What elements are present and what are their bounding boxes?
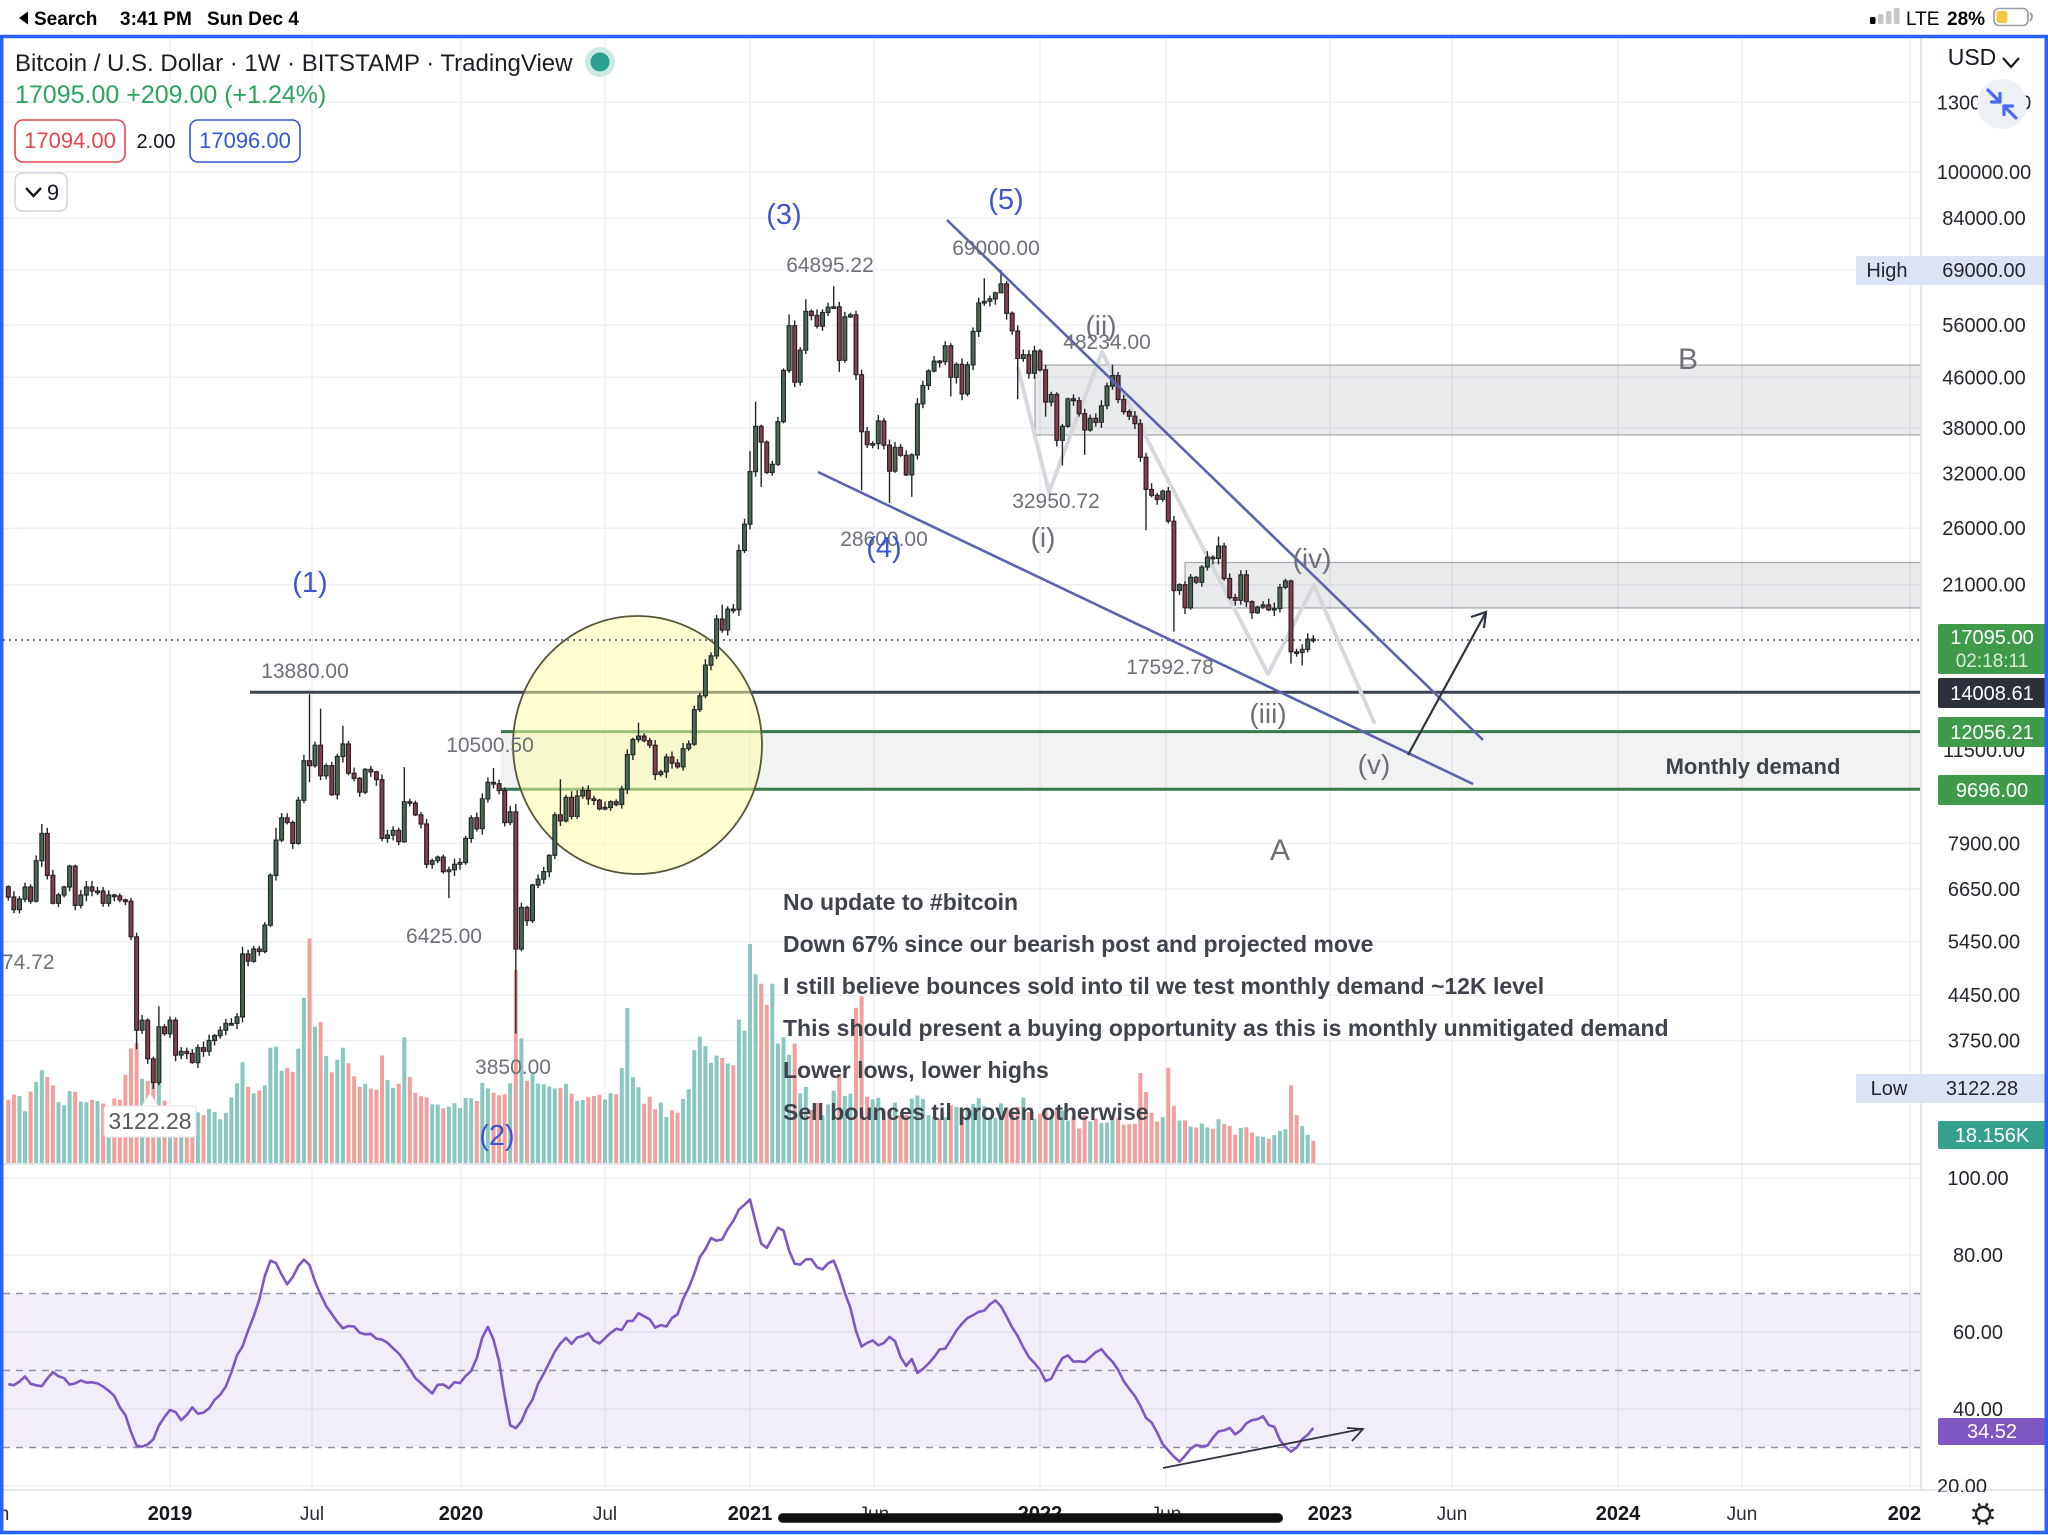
svg-text:21000.00: 21000.00 <box>1942 575 2025 597</box>
svg-text:02:18:11: 02:18:11 <box>1956 651 2029 672</box>
svg-text:(i): (i) <box>1031 522 1056 553</box>
svg-text:3122.28: 3122.28 <box>108 1108 191 1134</box>
svg-text:I still believe bounces sold i: I still believe bounces sold into til we… <box>783 973 1544 999</box>
svg-text:28%: 28% <box>1947 9 1985 30</box>
svg-text:60.00: 60.00 <box>1953 1322 2003 1344</box>
svg-text:48234.00: 48234.00 <box>1063 331 1151 354</box>
svg-text:(iv): (iv) <box>1293 543 1332 574</box>
svg-text:(2): (2) <box>479 1120 514 1152</box>
svg-text:USD: USD <box>1948 44 1997 70</box>
svg-text:12056.21: 12056.21 <box>1950 722 2033 744</box>
svg-text:Sun Dec 4: Sun Dec 4 <box>207 9 299 30</box>
svg-text:2021: 2021 <box>728 1503 773 1525</box>
svg-text:No update to #bitcoin: No update to #bitcoin <box>783 889 1018 915</box>
svg-text:56000.00: 56000.00 <box>1942 315 2025 337</box>
svg-text:64895.22: 64895.22 <box>786 254 874 277</box>
svg-text:3850.00: 3850.00 <box>475 1056 551 1079</box>
svg-text:2019: 2019 <box>148 1503 193 1525</box>
svg-text:80.00: 80.00 <box>1953 1245 2003 1267</box>
svg-text:69000.00: 69000.00 <box>1942 260 2025 282</box>
svg-text:13880.00: 13880.00 <box>261 660 349 683</box>
svg-text:28600.00: 28600.00 <box>840 528 928 551</box>
svg-text:Jun: Jun <box>1437 1504 1468 1525</box>
svg-text:5450.00: 5450.00 <box>1948 932 2020 954</box>
svg-text:100.00: 100.00 <box>1947 1168 2008 1190</box>
svg-text:Jun: Jun <box>0 1504 9 1525</box>
svg-text:3122.28: 3122.28 <box>1946 1078 2018 1100</box>
svg-text:17094.00: 17094.00 <box>24 128 116 153</box>
svg-text:Jul: Jul <box>593 1504 617 1525</box>
svg-text:17095.00: 17095.00 <box>1950 627 2033 649</box>
svg-text:2020: 2020 <box>439 1503 484 1525</box>
svg-text:(4): (4) <box>866 532 901 564</box>
svg-text:Lower lows, lower highs: Lower lows, lower highs <box>783 1057 1049 1083</box>
svg-text:17096.00: 17096.00 <box>199 128 291 153</box>
svg-text:(iii): (iii) <box>1249 698 1286 729</box>
svg-text:2025: 2025 <box>1888 1503 1933 1525</box>
svg-text:3750.00: 3750.00 <box>1948 1031 2020 1053</box>
svg-text:Jun: Jun <box>1727 1504 1758 1525</box>
svg-text:10500.50: 10500.50 <box>446 734 534 757</box>
svg-text:Bitcoin / U.S. Dollar · 1W · B: Bitcoin / U.S. Dollar · 1W · BITSTAMP · … <box>15 50 573 77</box>
svg-text:(ii): (ii) <box>1085 310 1116 341</box>
svg-text:32950.72: 32950.72 <box>1012 490 1100 513</box>
svg-text:A: A <box>1270 834 1290 867</box>
svg-text:84000.00: 84000.00 <box>1942 208 2025 230</box>
svg-text:17095.00 +209.00 (+1.24%): 17095.00 +209.00 (+1.24%) <box>15 81 326 109</box>
svg-text:Jul: Jul <box>300 1504 324 1525</box>
svg-text:6650.00: 6650.00 <box>1948 879 2020 901</box>
svg-text:9: 9 <box>47 180 59 205</box>
svg-text:4450.00: 4450.00 <box>1948 985 2020 1007</box>
svg-text:14008.61: 14008.61 <box>1950 683 2033 705</box>
svg-text:This should present a buying o: This should present a buying opportunity… <box>783 1015 1669 1041</box>
svg-text:34.52: 34.52 <box>1967 1421 2017 1443</box>
svg-text:17592.78: 17592.78 <box>1126 656 1214 679</box>
svg-text:40.00: 40.00 <box>1953 1399 2003 1421</box>
svg-text:100000.00: 100000.00 <box>1937 162 2032 184</box>
svg-text:32000.00: 32000.00 <box>1942 463 2025 485</box>
svg-text:74.72: 74.72 <box>2 951 55 974</box>
svg-text:7900.00: 7900.00 <box>1948 833 2020 855</box>
svg-text:2024: 2024 <box>1596 1503 1641 1525</box>
svg-text:46000.00: 46000.00 <box>1942 367 2025 389</box>
svg-text:LTE: LTE <box>1906 9 1939 30</box>
svg-text:(5): (5) <box>988 184 1023 216</box>
svg-text:(v): (v) <box>1358 749 1391 780</box>
svg-text:(3): (3) <box>766 199 801 231</box>
svg-text:9696.00: 9696.00 <box>1956 780 2028 802</box>
svg-text:3:41 PM: 3:41 PM <box>120 9 192 30</box>
svg-text:18.156K: 18.156K <box>1955 1125 2030 1147</box>
svg-text:(1): (1) <box>292 567 327 599</box>
svg-text:High: High <box>1866 260 1907 282</box>
svg-text:2023: 2023 <box>1308 1503 1353 1525</box>
svg-text:2.00: 2.00 <box>137 131 176 153</box>
svg-text:Monthly demand: Monthly demand <box>1666 754 1841 779</box>
svg-text:Search: Search <box>34 9 97 30</box>
svg-text:Sell bounces til proven otherw: Sell bounces til proven otherwise <box>783 1099 1149 1125</box>
svg-text:38000.00: 38000.00 <box>1942 418 2025 440</box>
svg-text:6425.00: 6425.00 <box>406 925 482 948</box>
svg-text:B: B <box>1678 343 1698 376</box>
svg-text:69000.00: 69000.00 <box>952 237 1040 260</box>
svg-text:Low: Low <box>1871 1078 1908 1100</box>
svg-text:Down 67% since our bearish pos: Down 67% since our bearish post and proj… <box>783 931 1373 957</box>
svg-text:26000.00: 26000.00 <box>1942 518 2025 540</box>
